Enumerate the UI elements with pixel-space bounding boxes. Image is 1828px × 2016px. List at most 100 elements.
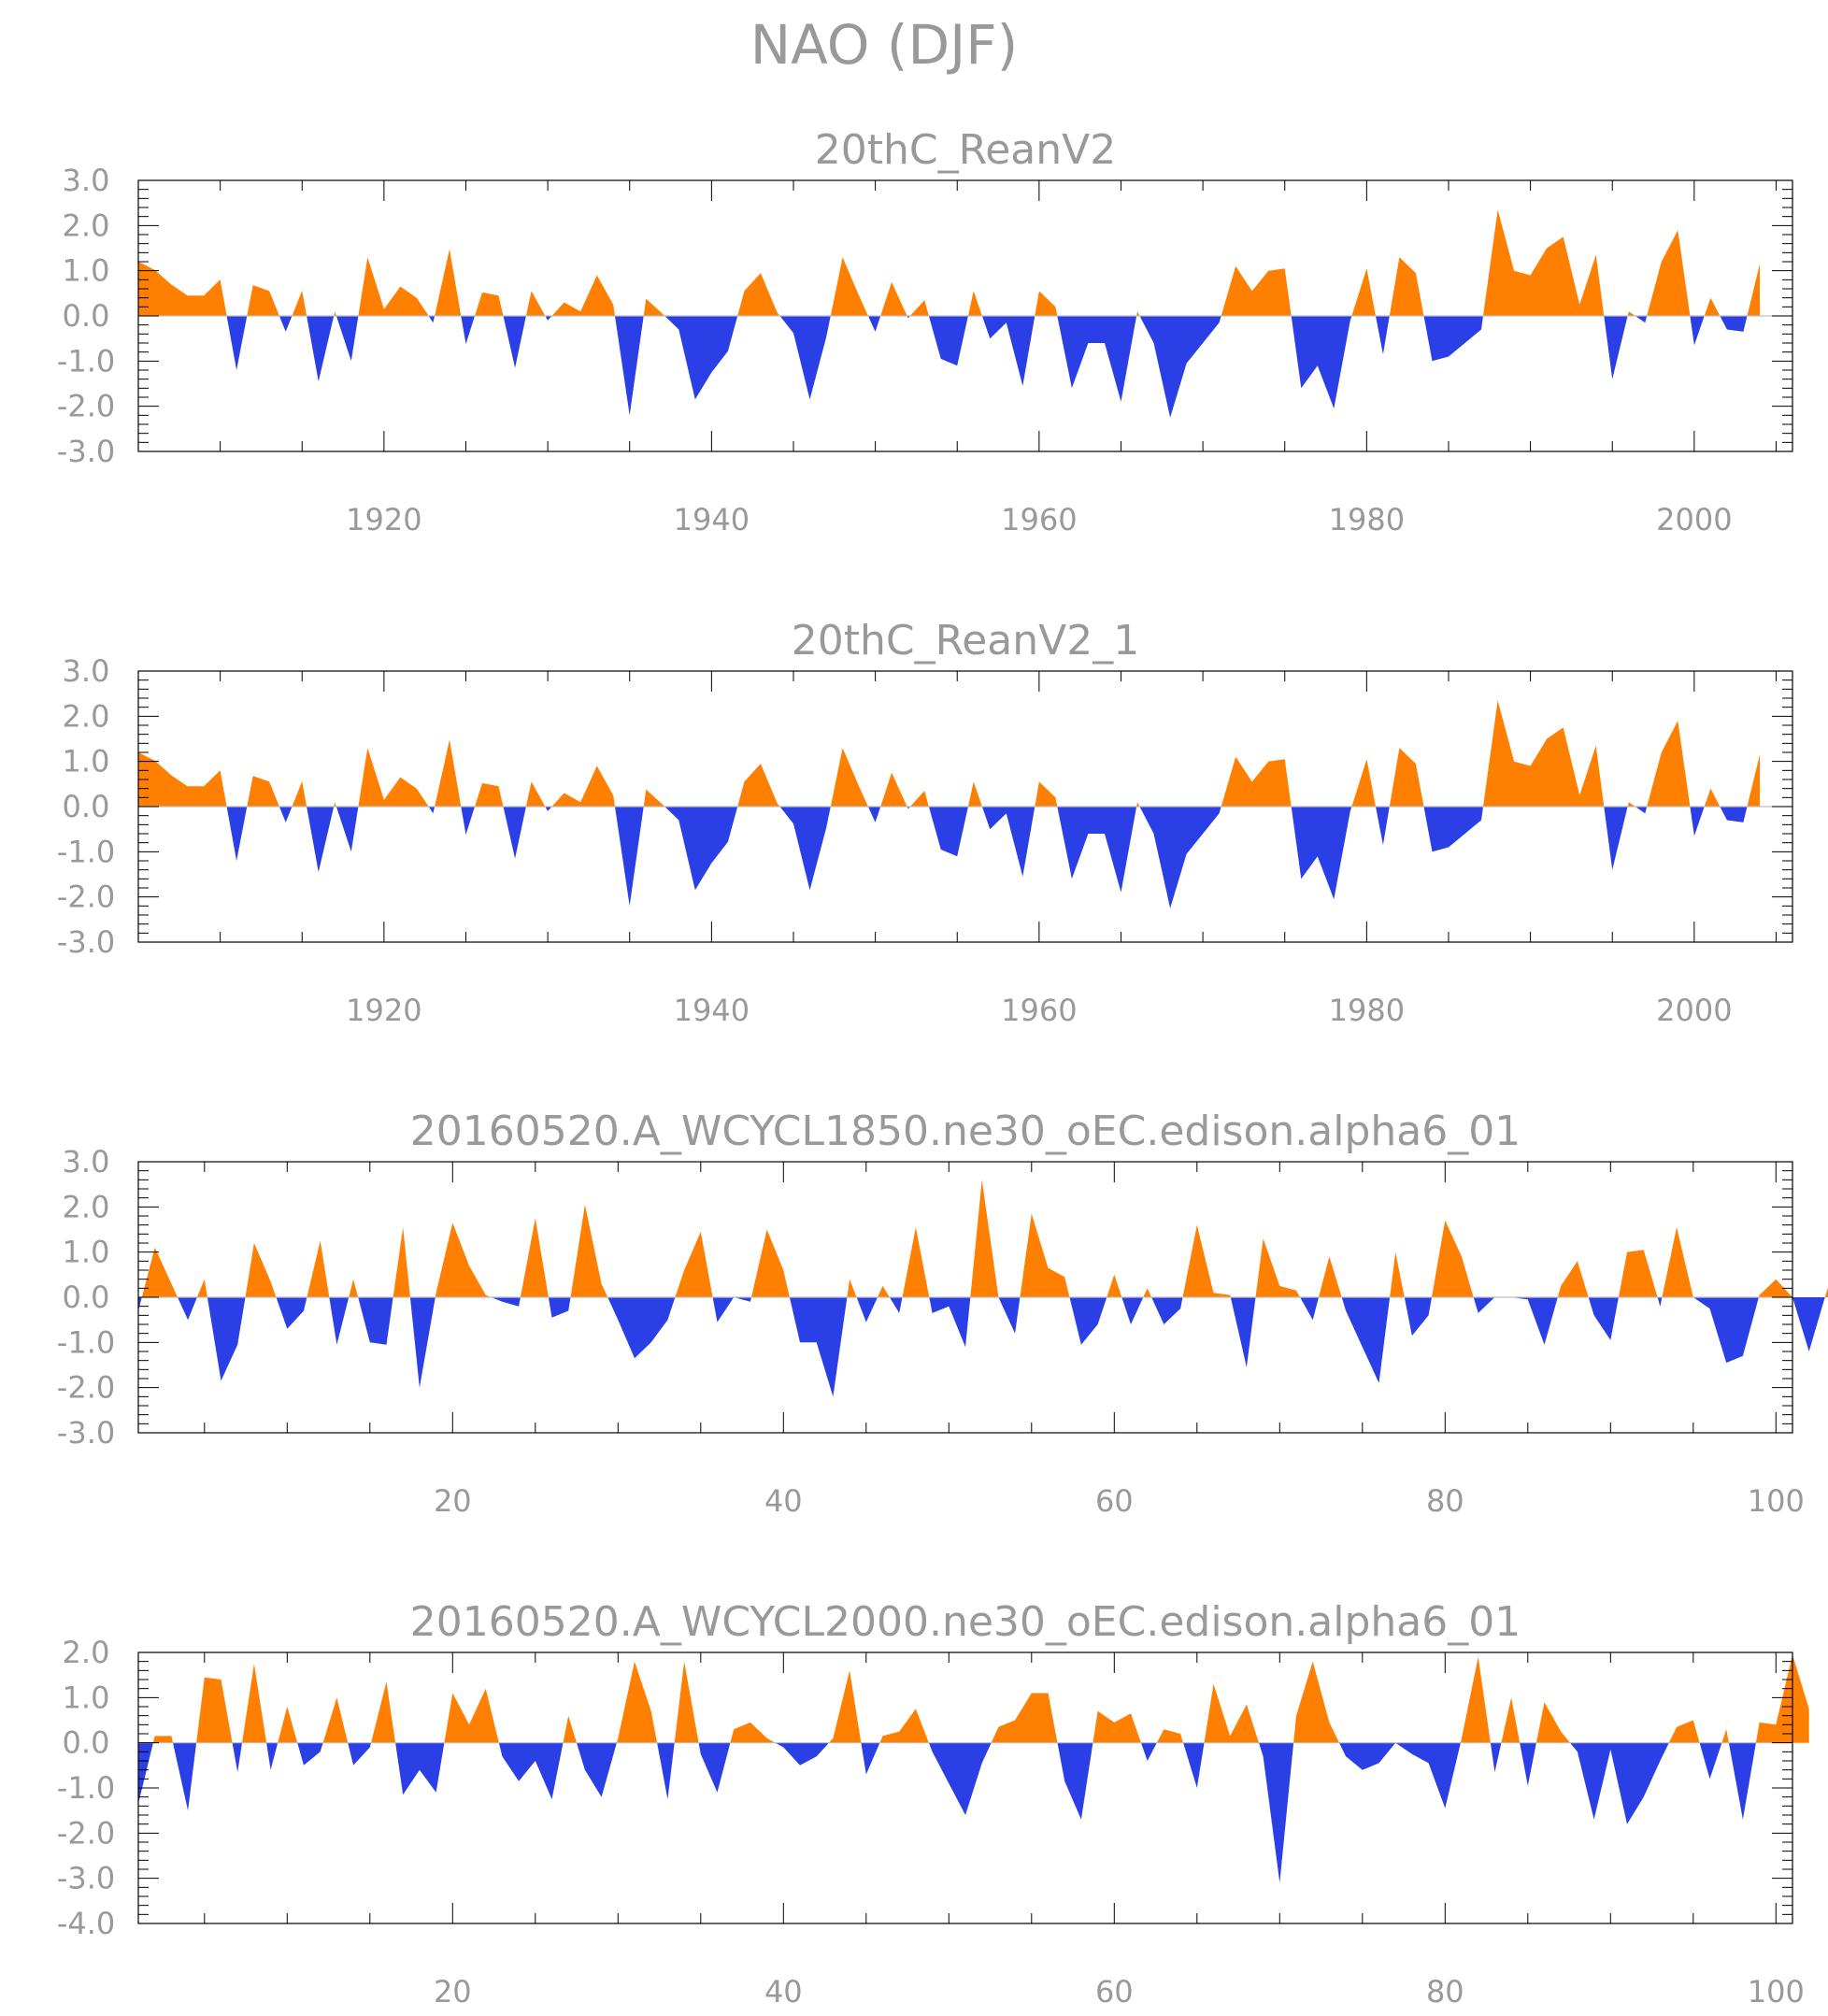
x-axis: 1920 1940 1960 1980 2000 <box>137 180 1777 537</box>
panel-title: 20thC_ReanV2_1 <box>792 617 1139 665</box>
positive-anomaly-area-23 <box>829 1670 862 1743</box>
negative-anomaly-area-33 <box>1139 807 1221 908</box>
y-tick-label: -4.0 <box>57 1906 115 1941</box>
negative-anomaly-area-43 <box>1635 316 1648 323</box>
positive-anomaly-area-38 <box>1389 748 1424 807</box>
positive-anomaly-area-9 <box>322 1697 349 1743</box>
negative-anomaly-area-26 <box>856 1297 878 1323</box>
negative-anomaly-area-18 <box>657 1742 675 1800</box>
negative-anomaly-area-34 <box>1259 1742 1294 1883</box>
positive-anomaly-area-33 <box>1020 1213 1070 1297</box>
negative-anomaly-area-29 <box>981 807 1035 877</box>
negative-anomaly-area-38 <box>1395 1742 1461 1809</box>
negative-anomaly-area-22 <box>734 1297 751 1302</box>
x-tick-label: 1920 <box>346 993 421 1028</box>
x-tick-label: 2000 <box>1656 502 1732 537</box>
y-tick-label: 1.0 <box>63 1235 110 1270</box>
y-tick-label: -3.0 <box>57 1861 115 1896</box>
negative-anomaly-area-28 <box>1057 1742 1093 1820</box>
y-axis: 3.0 2.0 1.0 0.0 -1.0 -2.0 -3.0 <box>57 1144 1792 1451</box>
negative-anomaly-area-1 <box>226 807 248 861</box>
positive-anomaly-area-38 <box>1389 257 1424 316</box>
y-tick-label: 1.0 <box>63 253 110 289</box>
x-tick-label: 1980 <box>1329 993 1405 1028</box>
positive-anomaly-area-45 <box>1668 1720 1700 1743</box>
positive-anomaly-area-57 <box>1758 1279 1792 1297</box>
panel-1: 20thC_ReanV2 3.0 2.0 1.0 0.0 -1.0 -2.0 -3.0 1920… <box>57 126 1793 537</box>
positive-anomaly-area-59 <box>1824 1287 1828 1297</box>
positive-anomaly-area-41 <box>1501 1697 1521 1743</box>
positive-anomaly-area-34 <box>1221 756 1292 807</box>
x-tick-label: 20 <box>434 1974 472 2009</box>
negative-anomaly-area-7 <box>336 316 359 362</box>
negative-anomaly-area-43 <box>1635 807 1648 814</box>
y-tick-label: 0.0 <box>63 298 110 334</box>
positive-anomaly-area-36 <box>1351 268 1376 316</box>
positive-anomaly-area-33 <box>1204 1683 1259 1743</box>
positive-anomaly-area-29 <box>902 1227 930 1297</box>
negative-anomaly-area-1 <box>226 316 248 370</box>
negative-anomaly-area-41 <box>1604 316 1628 379</box>
negative-anomaly-area-28 <box>889 1297 903 1313</box>
positive-anomaly-area-43 <box>1535 1702 1570 1743</box>
y-tick-label: 3.0 <box>63 163 110 198</box>
positive-anomaly-area-42 <box>1627 802 1635 807</box>
negative-anomaly-area-37 <box>1376 316 1390 355</box>
positive-anomaly-area-0 <box>138 752 227 807</box>
positive-anomaly-area-4 <box>292 290 307 316</box>
negative-anomaly-area-16 <box>548 1297 571 1318</box>
positive-anomaly-area-30 <box>1035 291 1058 316</box>
negative-anomaly-area-11 <box>461 807 475 835</box>
y-tick-label: -2.0 <box>57 1370 115 1406</box>
positive-anomaly-area-2 <box>247 285 279 316</box>
positive-anomaly-area-16 <box>551 765 615 807</box>
y-tick-label: 3.0 <box>63 653 110 689</box>
negative-anomaly-area-41 <box>1604 807 1628 870</box>
negative-anomaly-area-37 <box>1376 807 1390 846</box>
positive-anomaly-area-14 <box>525 781 546 807</box>
positive-anomaly-area-11 <box>393 1227 410 1297</box>
negative-anomaly-area-45 <box>1690 316 1705 346</box>
positive-anomaly-area-6 <box>334 802 336 807</box>
negative-anomaly-area-14 <box>491 1297 521 1307</box>
y-tick-label: 1.0 <box>63 744 110 779</box>
panel-4: 20160520.A_WCYCL2000.ne30_oEC.edison.alp… <box>57 1598 1809 2009</box>
positive-anomaly-area-11 <box>371 1681 396 1743</box>
positive-anomaly-area-4 <box>292 780 307 807</box>
positive-anomaly-area-27 <box>991 1693 1058 1743</box>
positive-anomaly-area-16 <box>551 275 615 316</box>
negative-anomaly-area-9 <box>428 807 436 814</box>
negative-anomaly-area-58 <box>1792 1297 1825 1351</box>
negative-anomaly-area-39 <box>1423 316 1483 362</box>
y-tick-label: -3.0 <box>57 924 115 960</box>
negative-anomaly-area-17 <box>615 807 644 907</box>
positive-anomaly-area-20 <box>737 764 780 807</box>
y-tick-label: 0.0 <box>63 789 110 824</box>
positive-anomaly-area-31 <box>1156 1729 1184 1743</box>
negative-anomaly-area-6 <box>276 1297 307 1329</box>
positive-anomaly-area-51 <box>1557 1261 1589 1297</box>
negative-anomaly-area-42 <box>1520 1742 1536 1786</box>
positive-anomaly-area-10 <box>435 739 462 807</box>
negative-anomaly-area-23 <box>867 807 881 822</box>
y-tick-label: 0.0 <box>63 1725 110 1761</box>
positive-anomaly-area-21 <box>730 1722 776 1743</box>
x-tick-label: 40 <box>764 1974 803 2009</box>
negative-anomaly-area-24 <box>861 1742 880 1775</box>
negative-anomaly-area-50 <box>1511 1297 1558 1345</box>
y-tick-label: 2.0 <box>63 207 110 243</box>
x-tick-label: 20 <box>434 1483 472 1519</box>
series-fill <box>138 209 1760 418</box>
positive-anomaly-area-13 <box>444 1688 499 1743</box>
negative-anomaly-area-46 <box>1404 1297 1432 1337</box>
positive-anomaly-area-0 <box>138 262 227 316</box>
positive-anomaly-area-41 <box>1255 1238 1301 1297</box>
panel-title: 20160520.A_WCYCL2000.ne30_oEC.edison.alp… <box>410 1598 1521 1646</box>
negative-anomaly-area-47 <box>1720 316 1748 332</box>
positive-anomaly-area-35 <box>1293 1661 1339 1743</box>
x-tick-label: 80 <box>1426 1974 1464 2009</box>
negative-anomaly-area-17 <box>615 316 644 416</box>
positive-anomaly-area-1 <box>141 1247 178 1297</box>
negative-anomaly-area-13 <box>503 807 526 859</box>
x-tick-label: 60 <box>1095 1483 1134 1519</box>
